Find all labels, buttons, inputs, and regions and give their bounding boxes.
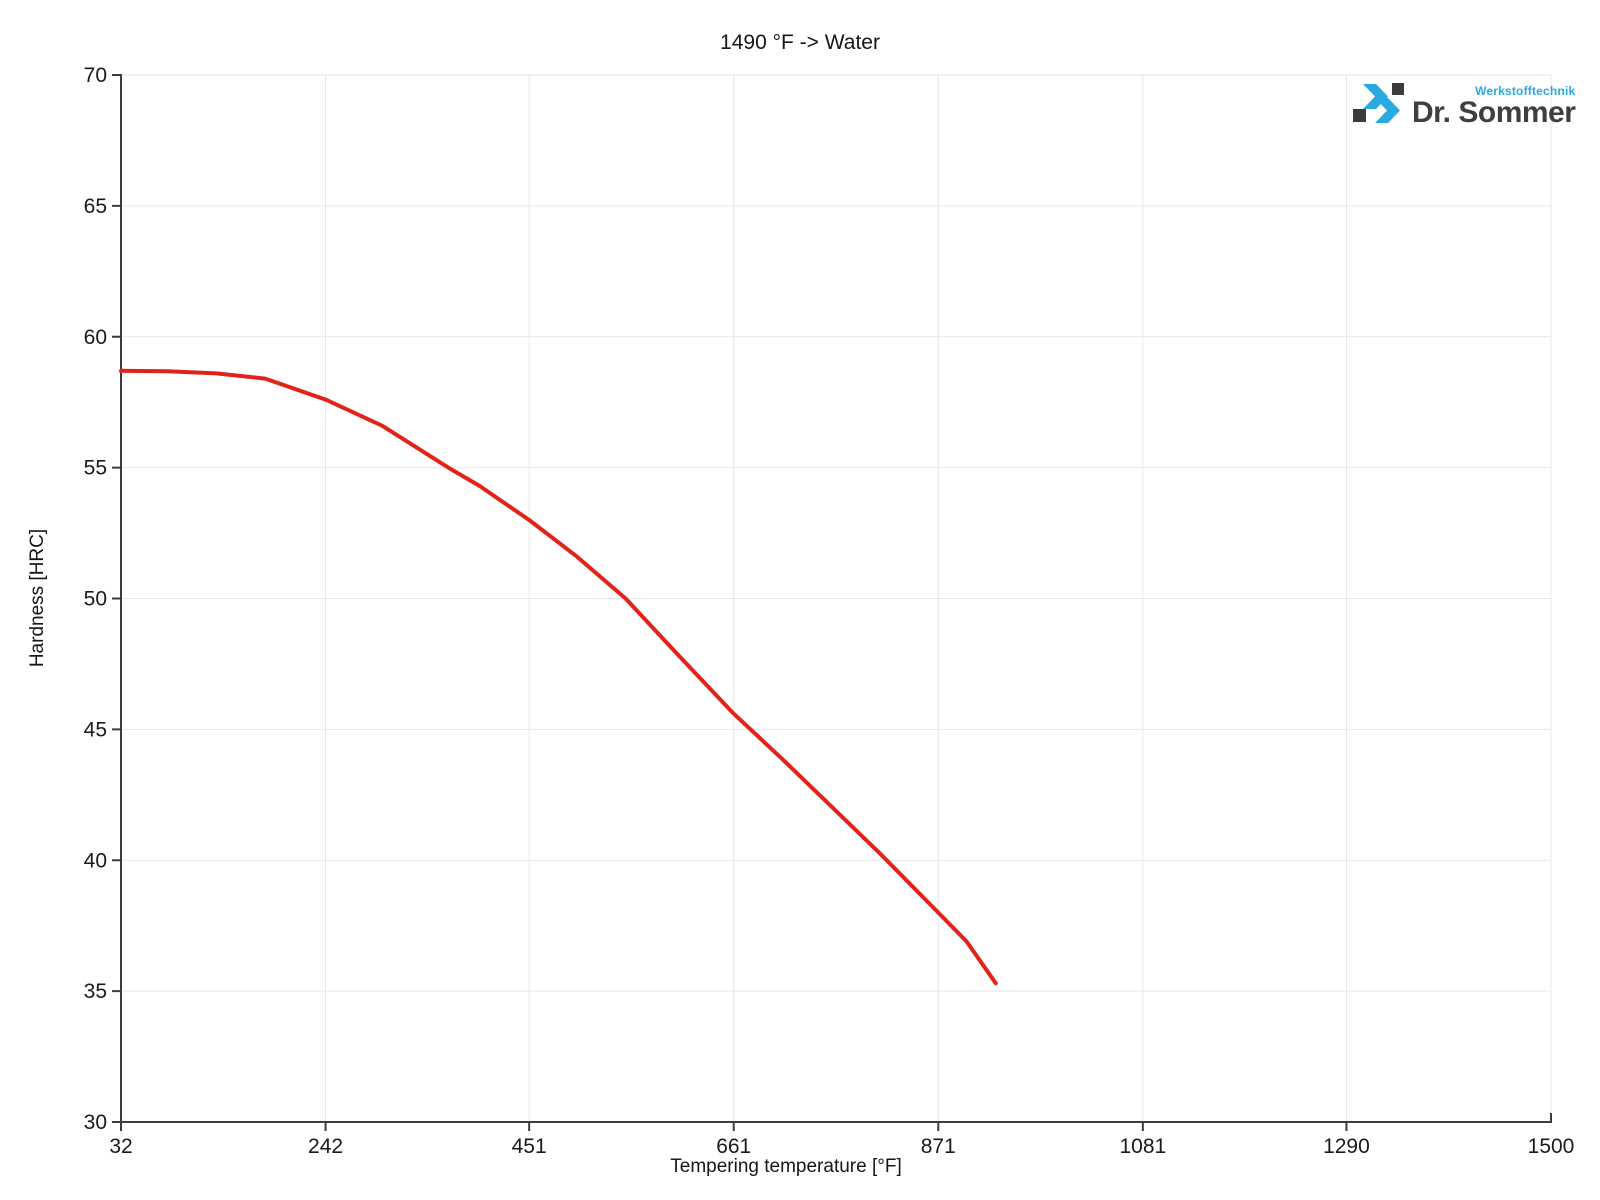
y-axis-title: Hardness [HRC] xyxy=(27,528,48,668)
y-tick-label: 55 xyxy=(84,457,107,480)
x-tick-label: 1290 xyxy=(1323,1135,1370,1158)
x-tick-label: 661 xyxy=(716,1135,751,1158)
x-tick-label: 242 xyxy=(308,1135,343,1158)
chart-title: 1490 °F -> Water xyxy=(720,31,880,54)
y-tick-label: 70 xyxy=(84,64,107,87)
x-tick-label: 1081 xyxy=(1119,1135,1166,1158)
y-tick-label: 30 xyxy=(84,1111,107,1134)
logo-text: Werkstofftechnik Dr. Sommer xyxy=(1412,84,1576,129)
y-tick-label: 65 xyxy=(84,195,107,218)
x-tick-label: 871 xyxy=(921,1135,956,1158)
y-tick-label: 45 xyxy=(84,718,107,741)
y-tick-label: 35 xyxy=(84,980,107,1003)
x-tick-label: 451 xyxy=(512,1135,547,1158)
y-tick-label: 50 xyxy=(84,588,107,611)
x-axis-title: Tempering temperature [°F] xyxy=(670,1156,902,1177)
logo-tagline: Werkstofftechnik xyxy=(1475,84,1576,98)
y-tick-label: 40 xyxy=(84,849,107,872)
y-tick-label: 60 xyxy=(84,326,107,349)
hardness-curve xyxy=(119,368,998,986)
x-tick-label: 1500 xyxy=(1528,1135,1575,1158)
x-tick-label: 32 xyxy=(109,1135,132,1158)
logo: Werkstofftechnik Dr. Sommer xyxy=(1352,82,1576,129)
logo-brand: Dr. Sommer xyxy=(1412,96,1576,129)
logo-mark-icon xyxy=(1353,83,1404,123)
